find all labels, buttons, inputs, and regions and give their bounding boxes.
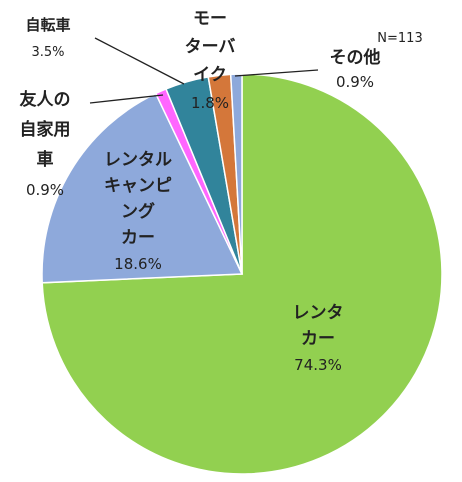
slice-label-text: その他 — [330, 47, 381, 68]
slice-label-text: 車 — [37, 149, 54, 170]
slice-label-text: カー — [121, 228, 155, 248]
slice-label-text: 自家用 — [20, 119, 71, 140]
pie-slices — [41, 73, 443, 475]
slice-label-3: 自転車 3.5% — [25, 16, 70, 60]
slice-value-text: 0.9% — [336, 73, 374, 91]
slice-label-0: レンタカー 74.3% — [293, 303, 344, 374]
slice-label-text: ターバ — [185, 37, 236, 57]
pie-slice-1 — [41, 92, 244, 284]
slice-value-text: 0.9% — [26, 181, 64, 199]
slice-label-text: レンタ — [293, 303, 344, 323]
leader-lines — [89, 37, 319, 104]
pie-slice-5 — [229, 73, 243, 275]
slice-label-4: モーターバイク 1.8% — [185, 9, 236, 112]
slice-label-text: カー — [301, 329, 335, 349]
slice-label-text: ング — [121, 201, 155, 222]
slice-label-5: その他 0.9% — [330, 47, 381, 91]
sample-size-note: N=113 — [377, 31, 422, 46]
slice-label-text: レンタル — [104, 150, 172, 170]
slice-value-text: 1.8% — [191, 94, 229, 112]
slice-value-text: 74.3% — [294, 356, 342, 374]
slice-label-2: 友人の自家用車 0.9% — [20, 89, 71, 199]
slice-label-text: キャンピ — [104, 176, 172, 196]
slice-label-text: 自転車 — [25, 16, 70, 34]
slice-label-1: レンタルキャンピングカー 18.6% — [104, 150, 172, 273]
slice-label-text: 友人の — [20, 89, 71, 110]
leader-line-2 — [89, 94, 164, 104]
slice-label-text: モー — [193, 9, 227, 29]
slice-labels: レンタカー 74.3%レンタルキャンピングカー 18.6%友人の自家用車 0.9%自転… — [20, 9, 381, 374]
leader-line-3 — [94, 37, 185, 85]
slice-value-text: 3.5% — [31, 45, 64, 60]
slice-value-text: 18.6% — [114, 255, 162, 273]
leader-line-5 — [234, 69, 319, 77]
slice-label-text: イク — [193, 65, 227, 85]
